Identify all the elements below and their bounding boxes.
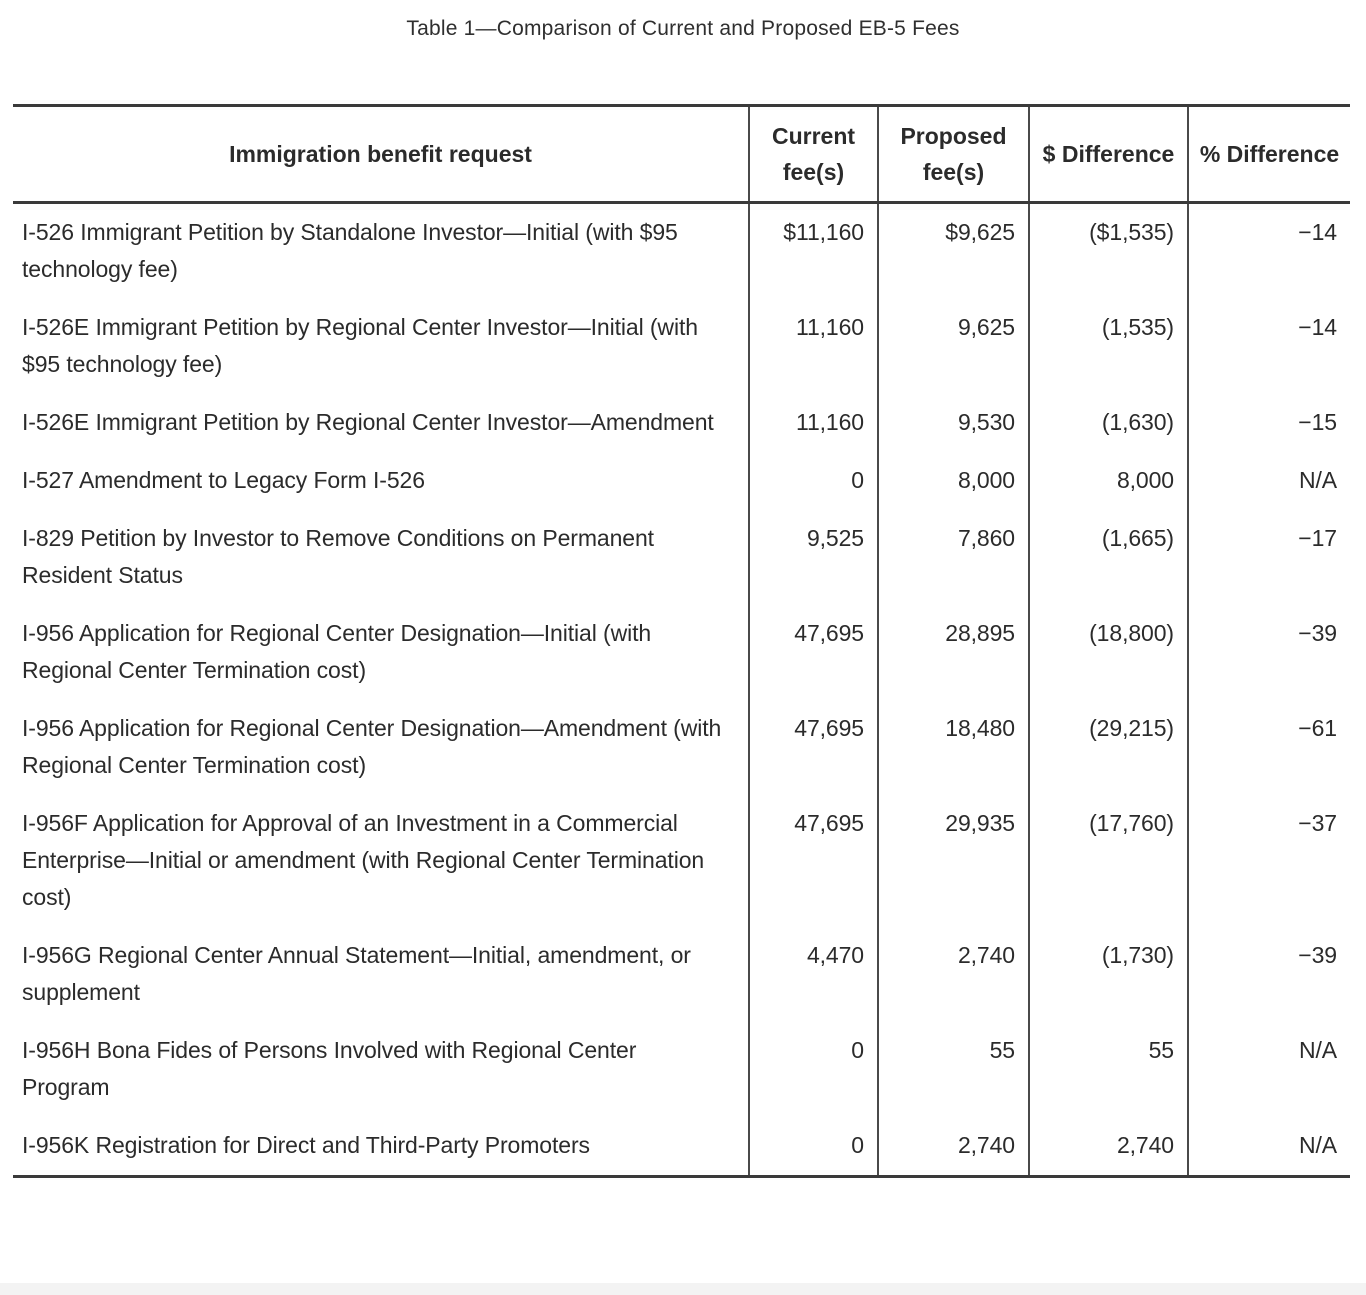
row-label-cell: I-527 Amendment to Legacy Form I-526 <box>22 467 425 493</box>
percent-difference-cell: −39 <box>1187 927 1350 1022</box>
row-label-cell: I-956 Application for Regional Center De… <box>22 715 722 778</box>
dollar-difference-cell: (18,800) <box>1028 605 1187 700</box>
row-label-cell: I-956K Registration for Direct and Third… <box>22 1132 590 1158</box>
proposed-fee-cell: 9,625 <box>877 299 1028 394</box>
proposed-fee-cell: 28,895 <box>877 605 1028 700</box>
current-fee-cell: 11,160 <box>748 394 877 452</box>
page-title: Table 1—Comparison of Current and Propos… <box>406 17 960 40</box>
current-fee-cell: 0 <box>748 1022 877 1117</box>
current-fee-cell: 47,695 <box>748 605 877 700</box>
dollar-difference-cell: 8,000 <box>1028 452 1187 510</box>
proposed-fee-cell: 18,480 <box>877 700 1028 795</box>
row-label-cell: I-956G Regional Center Annual Statement—… <box>22 942 691 1005</box>
percent-difference-cell: −14 <box>1187 204 1350 299</box>
row-label-cell: I-956 Application for Regional Center De… <box>22 620 652 683</box>
table-row: I-829 Petition by Investor to Remove Con… <box>13 510 1350 605</box>
header-proposed-fees: Proposed fee(s) <box>877 107 1028 201</box>
percent-difference-cell: −15 <box>1187 394 1350 452</box>
current-fee-cell: $11,160 <box>748 204 877 299</box>
row-label-cell: I-526E Immigrant Petition by Regional Ce… <box>22 314 698 377</box>
header-immigration-benefit-request: Immigration benefit request <box>229 141 532 167</box>
header-current-fees: Current fee(s) <box>748 107 877 201</box>
percent-difference-cell: N/A <box>1187 452 1350 510</box>
proposed-fee-cell: 7,860 <box>877 510 1028 605</box>
table-body: I-526 Immigrant Petition by Standalone I… <box>13 204 1350 1175</box>
percent-difference-cell: −17 <box>1187 510 1350 605</box>
table-row: I-956 Application for Regional Center De… <box>13 605 1350 700</box>
percent-difference-cell: N/A <box>1187 1022 1350 1117</box>
dollar-difference-cell: (1,665) <box>1028 510 1187 605</box>
dollar-difference-cell: (17,760) <box>1028 795 1187 927</box>
table-row: I-527 Amendment to Legacy Form I-526 0 8,0… <box>13 452 1350 510</box>
table-row: I-956K Registration for Direct and Third… <box>13 1117 1350 1175</box>
table-row: I-526 Immigrant Petition by Standalone I… <box>13 204 1350 299</box>
proposed-fee-cell: 2,740 <box>877 1117 1028 1175</box>
proposed-fee-cell: $9,625 <box>877 204 1028 299</box>
percent-difference-cell: −14 <box>1187 299 1350 394</box>
current-fee-cell: 47,695 <box>748 700 877 795</box>
proposed-fee-cell: 2,740 <box>877 927 1028 1022</box>
current-fee-cell: 9,525 <box>748 510 877 605</box>
percent-difference-cell: −37 <box>1187 795 1350 927</box>
percent-difference-cell: −61 <box>1187 700 1350 795</box>
row-label-cell: I-956H Bona Fides of Persons Involved wi… <box>22 1037 637 1100</box>
proposed-fee-cell: 8,000 <box>877 452 1028 510</box>
table-row: I-956G Regional Center Annual Statement—… <box>13 927 1350 1022</box>
row-label-cell: I-956F Application for Approval of an In… <box>22 810 705 910</box>
table-row: I-956F Application for Approval of an In… <box>13 795 1350 927</box>
dollar-difference-cell: (29,215) <box>1028 700 1187 795</box>
dollar-difference-cell: (1,535) <box>1028 299 1187 394</box>
current-fee-cell: 4,470 <box>748 927 877 1022</box>
percent-difference-cell: N/A <box>1187 1117 1350 1175</box>
current-fee-cell: 0 <box>748 452 877 510</box>
dollar-difference-cell: (1,630) <box>1028 394 1187 452</box>
row-label-cell: I-526 Immigrant Petition by Standalone I… <box>22 219 678 282</box>
proposed-fee-cell: 9,530 <box>877 394 1028 452</box>
current-fee-cell: 47,695 <box>748 795 877 927</box>
table-row: I-526E Immigrant Petition by Regional Ce… <box>13 299 1350 394</box>
table-row: I-956 Application for Regional Center De… <box>13 700 1350 795</box>
dollar-difference-cell: 55 <box>1028 1022 1187 1117</box>
current-fee-cell: 0 <box>748 1117 877 1175</box>
dollar-difference-cell: (1,730) <box>1028 927 1187 1022</box>
dollar-difference-cell: ($1,535) <box>1028 204 1187 299</box>
proposed-fee-cell: 29,935 <box>877 795 1028 927</box>
header-percent-difference: % Difference <box>1187 107 1350 201</box>
fees-table: Immigration benefit request Current fee(… <box>13 104 1350 1178</box>
table-header-row: Immigration benefit request Current fee(… <box>13 107 1350 204</box>
percent-difference-cell: −39 <box>1187 605 1350 700</box>
current-fee-cell: 11,160 <box>748 299 877 394</box>
header-dollar-difference: $ Difference <box>1028 107 1187 201</box>
row-label-cell: I-526E Immigrant Petition by Regional Ce… <box>22 409 714 435</box>
table-row: I-956H Bona Fides of Persons Involved wi… <box>13 1022 1350 1117</box>
page-bottom-strip <box>0 1283 1366 1295</box>
row-label-cell: I-829 Petition by Investor to Remove Con… <box>22 525 654 588</box>
proposed-fee-cell: 55 <box>877 1022 1028 1117</box>
table-row: I-526E Immigrant Petition by Regional Ce… <box>13 394 1350 452</box>
dollar-difference-cell: 2,740 <box>1028 1117 1187 1175</box>
